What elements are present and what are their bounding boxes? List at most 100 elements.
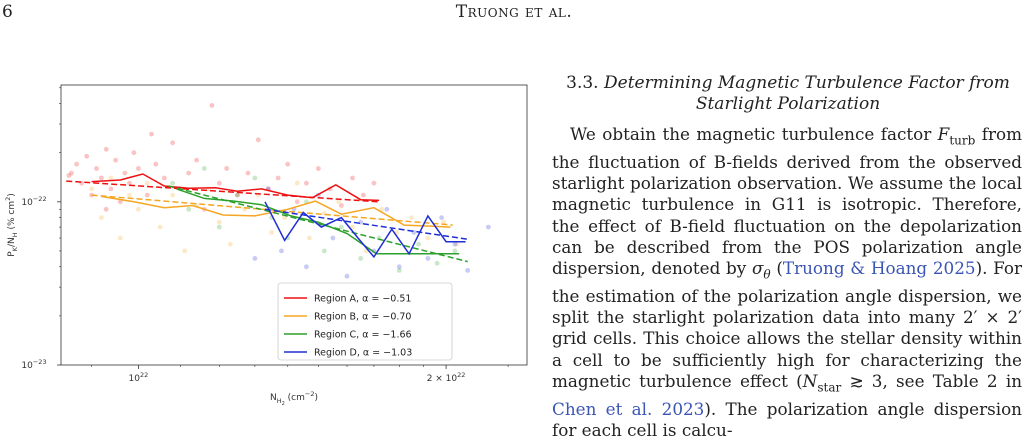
region-a-point <box>285 161 291 167</box>
region-a-fit-line <box>66 180 380 203</box>
region-d-fit-line <box>264 208 468 240</box>
region-a-point <box>103 146 109 152</box>
region-b-point <box>89 186 94 192</box>
legend-label-region-a: Region A, α = −0.51 <box>314 294 411 305</box>
region-c-point <box>201 166 207 171</box>
region-b-point <box>216 219 222 225</box>
running-head: Truong et al. <box>0 2 1028 22</box>
y-axis-label: PK/NH (% cm2) <box>4 193 19 257</box>
region-a-point <box>361 192 366 198</box>
region-d-point <box>465 268 471 273</box>
region-c-point <box>252 175 258 181</box>
plot-frame <box>60 84 528 366</box>
region-b-point <box>409 215 414 221</box>
region-b-point <box>294 180 300 186</box>
region-a-point <box>209 103 215 108</box>
region-c-point <box>235 192 240 198</box>
section-title-line1: Determining Magnetic Turbulence Factor f… <box>604 73 1010 93</box>
region-a-point <box>216 180 222 186</box>
section-title-line2: Starlight Polarization <box>695 94 881 114</box>
region-b-point <box>117 235 123 241</box>
region-d-binned-line <box>264 201 466 259</box>
x-tick-label: 1022 <box>129 371 149 384</box>
region-b-point <box>136 206 141 212</box>
region-d-point <box>439 215 444 221</box>
region-c-point <box>186 206 192 212</box>
region-a-point <box>170 140 176 146</box>
region-a-point <box>255 137 261 143</box>
section-number: 3.3. <box>566 73 599 93</box>
region-a-point <box>153 161 159 167</box>
sigma-theta-symbol: σθ <box>751 258 771 282</box>
region-b-point <box>350 224 355 230</box>
region-b-point <box>227 241 233 247</box>
region-d-point <box>486 224 491 230</box>
region-b-point <box>379 206 385 212</box>
region-d-point <box>344 273 350 279</box>
region-a-point <box>136 166 141 171</box>
region-b-point <box>425 235 431 241</box>
region-b-point <box>441 219 447 225</box>
region-c-point <box>434 260 440 266</box>
region-a-point <box>94 166 99 171</box>
region-b-point <box>126 192 132 198</box>
running-head-initial: T <box>455 2 468 22</box>
region-c-point <box>452 248 458 254</box>
region-b-point <box>144 180 150 186</box>
region-a-point <box>66 173 72 178</box>
running-head-rest: ruong et al. <box>467 2 573 22</box>
region-a-point <box>316 166 321 171</box>
region-a-point <box>113 157 118 163</box>
region-b-point <box>182 248 188 254</box>
region-c-point <box>396 268 402 273</box>
region-a-point <box>371 180 377 186</box>
region-a-point <box>126 180 132 186</box>
region-a-point <box>84 153 90 159</box>
region-a-point <box>186 170 192 176</box>
paragraph-text: from the fluctuation of B-fields derived… <box>552 124 1022 279</box>
region-d-point <box>330 235 336 241</box>
region-b-point <box>454 241 460 247</box>
legend-box <box>277 282 453 361</box>
region-b-point <box>108 175 114 181</box>
region-a-point <box>245 170 251 176</box>
region-c-point <box>321 248 327 254</box>
region-b-fit-line <box>91 194 453 226</box>
region-a-point <box>69 170 74 176</box>
ticks-layer: 1022 2 × 1022 10−22 10−23 <box>21 87 509 384</box>
region-b-binned-line <box>101 195 451 228</box>
region-c-point <box>339 224 344 230</box>
citation-link[interactable]: Truong & Hoang 2025 <box>782 258 976 279</box>
region-a-point <box>294 199 300 205</box>
legend-label-region-c: Region C, α = −1.66 <box>314 330 412 341</box>
region-d-point <box>252 256 258 261</box>
citation-link[interactable]: Chen et al. 2023 <box>552 398 705 419</box>
region-a-binned-line <box>91 173 380 202</box>
region-b-point <box>336 199 341 205</box>
region-c-point <box>358 256 364 261</box>
region-a-point <box>99 175 104 181</box>
y-tick-label: 10−23 <box>21 358 46 371</box>
legend-label-region-d: Region D, α = −1.03 <box>314 348 412 359</box>
region-d-point <box>384 206 390 212</box>
region-a-point <box>117 199 123 205</box>
region-d-point <box>304 264 309 270</box>
y-tick-label: 10−22 <box>21 195 46 208</box>
points-layer <box>66 103 491 303</box>
section-heading: 3.3. Determining Magnetic Turbulence Fac… <box>548 73 1028 115</box>
body-paragraph: We obtain the magnetic turbulence factor… <box>552 124 1022 441</box>
region-d-point <box>396 264 402 270</box>
n-star-symbol: Nstar <box>802 370 842 395</box>
region-a-point <box>235 192 240 198</box>
region-b-point <box>99 215 104 221</box>
region-a-point <box>161 175 167 181</box>
legend-label-region-b: Region B, α = −0.70 <box>314 312 411 323</box>
lines-layer <box>66 173 468 263</box>
region-a-point <box>224 166 230 171</box>
region-a-point <box>108 186 114 192</box>
region-b-point <box>157 224 163 230</box>
region-a-point <box>304 180 309 186</box>
paragraph-text: ≳ 3, see Table 2 in <box>841 370 1022 391</box>
region-a-point <box>103 206 109 212</box>
region-a-point <box>339 203 344 208</box>
